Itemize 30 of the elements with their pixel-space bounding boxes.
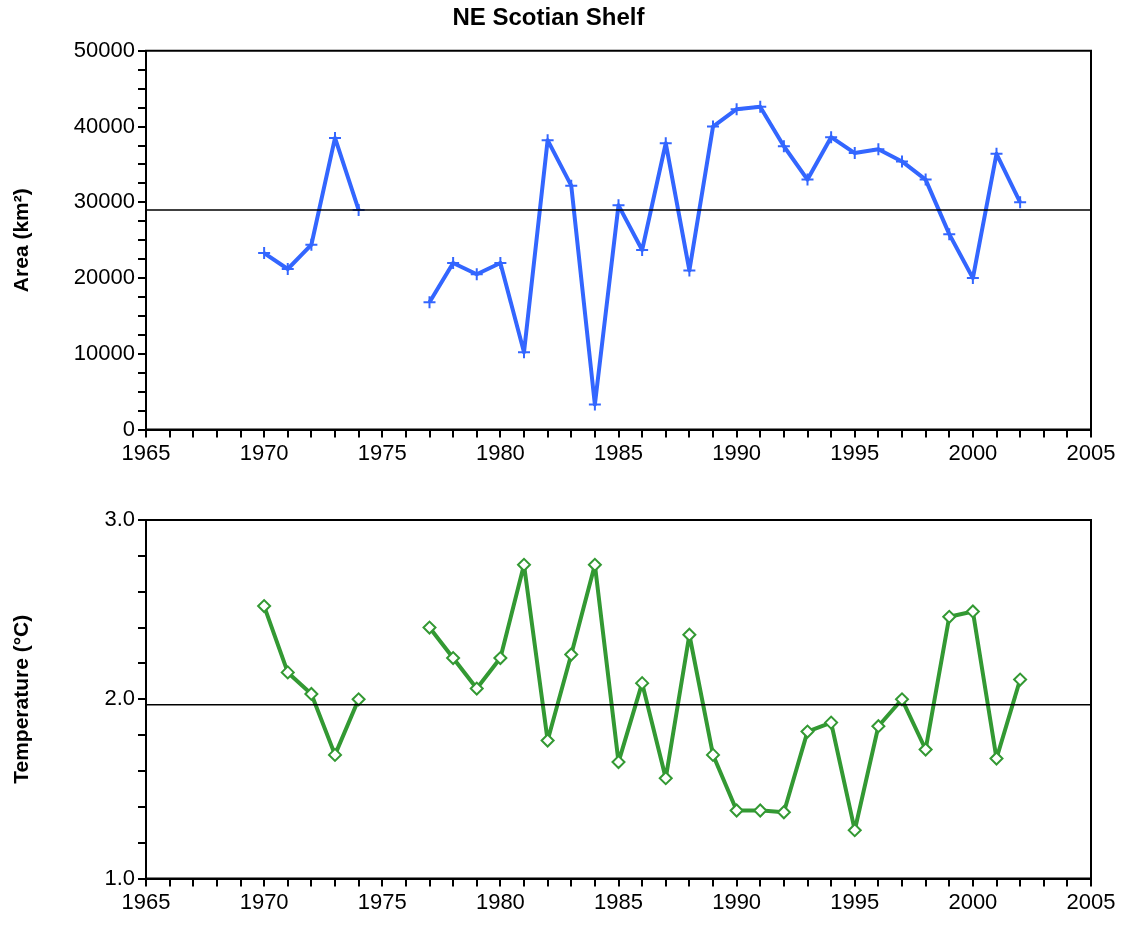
x-tick-label: 2005 [1066,439,1116,465]
x-tick-label: 1970 [239,439,289,465]
x-tick-label: 2005 [1066,888,1116,914]
x-tick-label: 1975 [357,439,407,465]
x-tick-label: 1980 [475,439,525,465]
x-tick-label: 1965 [121,888,171,914]
y-tick-label: 40000 [73,112,135,138]
x-tick-label: 1980 [475,888,525,914]
y-axis-title: Temperature (°C) [9,614,33,784]
x-tick-label: 1995 [830,888,880,914]
x-tick-label: 1990 [712,439,762,465]
x-tick-label: 1975 [357,888,407,914]
x-tick-label: 2000 [948,888,998,914]
y-tick-label: 3.0 [104,506,135,532]
y-tick-label: 30000 [73,188,135,214]
x-tick-label: 1995 [830,439,880,465]
y-tick-label: 1.0 [104,864,135,890]
y-tick-label: 10000 [73,339,135,365]
y-tick-label: 0 [122,415,135,441]
chart-title: NE Scotian Shelf [452,3,646,31]
y-tick-label: 20000 [73,264,135,290]
x-tick-label: 2000 [948,439,998,465]
x-tick-label: 1970 [239,888,289,914]
y-tick-label: 50000 [73,36,135,62]
x-tick-label: 1985 [594,888,643,914]
y-axis-title: Area (km²) [9,188,33,293]
x-tick-label: 1985 [594,439,643,465]
x-tick-label: 1965 [121,439,171,465]
x-tick-label: 1990 [712,888,762,914]
y-tick-label: 2.0 [104,685,135,711]
